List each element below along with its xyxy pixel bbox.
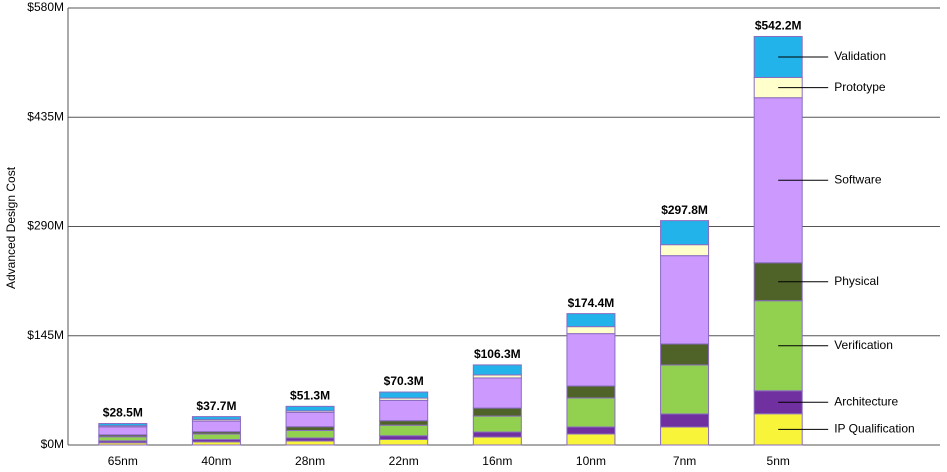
total-label: $70.3M	[384, 374, 424, 388]
bar-segment	[98, 423, 148, 427]
bar-segment	[285, 429, 335, 439]
total-label: $106.3M	[474, 347, 521, 361]
bar-segment	[660, 343, 710, 366]
y-tick-label: $145M	[27, 328, 64, 342]
bar-segment	[472, 431, 522, 438]
total-label: $37.7M	[196, 399, 236, 413]
x-tick-label: 40nm	[201, 454, 231, 468]
y-tick-label: $0M	[41, 437, 64, 451]
bar-segment	[191, 433, 241, 441]
legend-label: Physical	[834, 274, 879, 288]
x-tick-label: 10nm	[576, 454, 606, 468]
bar-segment	[285, 405, 335, 412]
x-tick-label: 28nm	[295, 454, 325, 468]
total-label: $174.4M	[568, 296, 615, 310]
bar-segment	[472, 364, 522, 376]
legend-label: Verification	[834, 338, 893, 352]
bar-segment	[566, 385, 616, 399]
legend-label: IP Qualification	[834, 422, 915, 436]
legend-label: Software	[834, 172, 882, 186]
bar-segment	[660, 255, 710, 345]
total-label: $51.3M	[290, 389, 330, 403]
legend-label: Prototype	[834, 80, 886, 94]
bar-segment	[379, 420, 429, 426]
bar-segment	[285, 426, 335, 431]
bar-segment	[191, 416, 241, 421]
x-tick-label: 65nm	[108, 454, 138, 468]
bar-segment	[660, 220, 710, 246]
x-tick-label: 16nm	[482, 454, 512, 468]
bar-segment	[660, 426, 710, 446]
total-label: $28.5M	[103, 406, 143, 420]
bar-segment	[191, 420, 241, 433]
bar-segment	[566, 433, 616, 446]
y-tick-label: $290M	[27, 219, 64, 233]
y-axis-label: Advanced Design Cost	[4, 166, 18, 289]
bar-segment	[566, 313, 616, 328]
bar-segment	[660, 413, 710, 428]
bar-segment	[98, 436, 148, 442]
bar-segment	[660, 364, 710, 415]
total-label: $542.2M	[755, 19, 802, 33]
bar-segment	[566, 326, 616, 335]
bar-segment	[285, 440, 335, 446]
bar-segment	[472, 377, 522, 409]
y-tick-label: $435M	[27, 109, 64, 123]
x-tick-label: 22nm	[389, 454, 419, 468]
bar-segment	[472, 436, 522, 446]
bar-segment	[285, 411, 335, 428]
total-label: $297.8M	[661, 203, 708, 217]
y-tick-label: $580M	[27, 0, 64, 14]
bar-segment	[379, 438, 429, 446]
bar-segment	[98, 426, 148, 436]
bar-segment	[660, 244, 710, 257]
x-tick-label: 7nm	[673, 454, 696, 468]
bar-segment	[566, 333, 616, 387]
bar-segment	[379, 424, 429, 437]
bar-segment	[566, 426, 616, 435]
bar-segment	[379, 399, 429, 422]
bar-segment	[379, 435, 429, 440]
bar-segment	[472, 407, 522, 417]
bar-segment	[566, 397, 616, 428]
bar-segment	[472, 415, 522, 433]
legend-label: Architecture	[834, 394, 898, 408]
bar-segment	[379, 391, 429, 399]
x-tick-label: 5nm	[767, 454, 790, 468]
legend-label: Validation	[834, 49, 886, 63]
